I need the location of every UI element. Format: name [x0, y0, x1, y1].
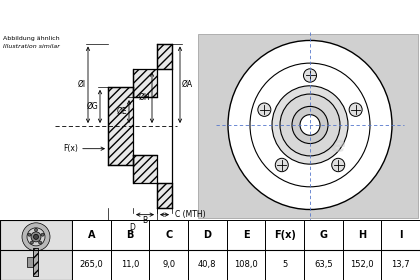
- Bar: [343, 220, 381, 250]
- Text: H: H: [358, 230, 366, 240]
- Text: 63,5: 63,5: [314, 260, 333, 269]
- Circle shape: [300, 115, 320, 135]
- Text: D: D: [129, 223, 135, 232]
- Text: F(x): F(x): [274, 230, 296, 240]
- Bar: [133, 69, 157, 97]
- Bar: [157, 43, 172, 69]
- Circle shape: [22, 223, 50, 251]
- Bar: [381, 220, 420, 250]
- Text: 511155: 511155: [328, 9, 392, 24]
- Text: C: C: [165, 230, 172, 240]
- Bar: [188, 220, 227, 250]
- Circle shape: [30, 241, 33, 244]
- Bar: [150, 250, 188, 280]
- Text: F(x): F(x): [63, 144, 78, 153]
- Circle shape: [34, 234, 39, 239]
- Bar: [304, 220, 343, 250]
- Text: 9,0: 9,0: [162, 260, 175, 269]
- Circle shape: [41, 233, 44, 236]
- Circle shape: [250, 63, 370, 187]
- Text: D: D: [203, 230, 211, 240]
- Text: Ate: Ate: [304, 136, 346, 156]
- Circle shape: [332, 158, 345, 172]
- Circle shape: [272, 86, 348, 164]
- Text: 24.0311-0155.1: 24.0311-0155.1: [143, 9, 277, 24]
- Text: ØE: ØE: [116, 107, 127, 116]
- Text: ØG: ØG: [86, 102, 98, 111]
- Text: ØA: ØA: [182, 80, 193, 89]
- Circle shape: [31, 232, 41, 242]
- Text: E: E: [243, 230, 249, 240]
- Text: 265,0: 265,0: [79, 260, 103, 269]
- Bar: [110, 250, 150, 280]
- Bar: [157, 69, 172, 183]
- Bar: [33, 248, 38, 276]
- Circle shape: [28, 233, 31, 236]
- Bar: [304, 250, 343, 280]
- Bar: [188, 250, 227, 280]
- Bar: [265, 220, 304, 250]
- Bar: [198, 34, 418, 218]
- Bar: [108, 87, 133, 165]
- Text: 11,0: 11,0: [121, 260, 139, 269]
- Bar: [381, 250, 420, 280]
- Circle shape: [39, 241, 42, 244]
- Text: 108,0: 108,0: [234, 260, 258, 269]
- Text: A: A: [88, 230, 95, 240]
- Text: B: B: [126, 230, 134, 240]
- Text: ØH: ØH: [138, 93, 150, 102]
- Text: B: B: [142, 216, 147, 225]
- Text: 40,8: 40,8: [198, 260, 217, 269]
- Circle shape: [275, 158, 288, 172]
- Bar: [0, 220, 72, 280]
- Bar: [343, 250, 381, 280]
- Bar: [27, 257, 33, 267]
- Circle shape: [292, 106, 328, 144]
- Bar: [157, 183, 172, 209]
- Bar: [265, 250, 304, 280]
- Bar: [33, 248, 38, 276]
- Bar: [72, 220, 110, 250]
- Text: I: I: [399, 230, 402, 240]
- Text: Abbildung ähnlich: Abbildung ähnlich: [3, 36, 60, 41]
- Text: 152,0: 152,0: [350, 260, 374, 269]
- Bar: [72, 250, 110, 280]
- Circle shape: [258, 103, 271, 116]
- Bar: [133, 155, 157, 183]
- Bar: [133, 97, 157, 155]
- Bar: [227, 250, 265, 280]
- Text: 13,7: 13,7: [391, 260, 410, 269]
- Text: C (MTH): C (MTH): [175, 210, 206, 219]
- Bar: [227, 220, 265, 250]
- Text: ØI: ØI: [78, 80, 86, 89]
- Circle shape: [228, 40, 392, 209]
- Circle shape: [349, 103, 362, 116]
- Bar: [150, 220, 188, 250]
- Text: Illustration similar: Illustration similar: [3, 43, 60, 48]
- Circle shape: [280, 94, 340, 156]
- Bar: [110, 220, 150, 250]
- Circle shape: [27, 228, 45, 246]
- Text: G: G: [319, 230, 327, 240]
- Circle shape: [304, 69, 317, 82]
- Text: 5: 5: [282, 260, 287, 269]
- Circle shape: [34, 228, 37, 231]
